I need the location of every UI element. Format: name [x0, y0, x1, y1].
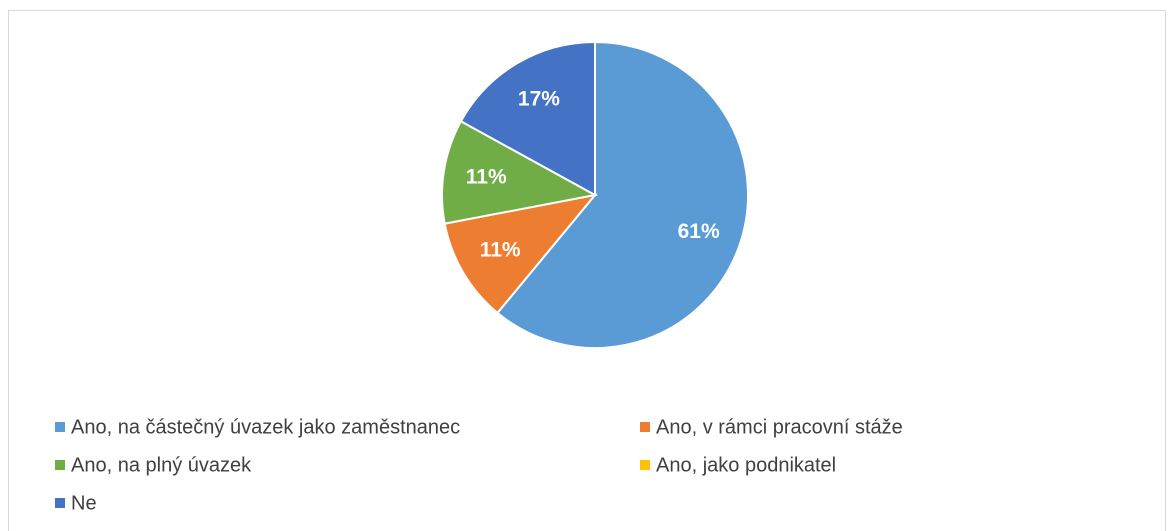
legend-swatch — [55, 422, 65, 432]
legend-label: Ano, na částečný úvazek jako zaměstnanec — [71, 416, 460, 438]
data-label: 11% — [466, 165, 507, 188]
legend-swatch — [55, 498, 65, 508]
legend-label: Ne — [71, 492, 97, 514]
data-label: 61% — [678, 220, 720, 243]
pie-slice — [443, 193, 598, 315]
pie-slice — [441, 119, 598, 225]
pie-slice — [496, 40, 749, 349]
data-label: 11% — [480, 239, 521, 262]
legend-label: Ano, v rámci pracovní stáže — [656, 416, 903, 438]
legend-label: Ano, na plný úvazek — [71, 454, 252, 476]
legend-swatch — [55, 460, 65, 470]
legend-swatch — [640, 422, 650, 432]
data-label: 17% — [518, 88, 560, 111]
legend-swatch — [640, 460, 650, 470]
pie-slice — [459, 40, 596, 197]
legend-label: Ano, jako podnikatel — [656, 454, 836, 476]
